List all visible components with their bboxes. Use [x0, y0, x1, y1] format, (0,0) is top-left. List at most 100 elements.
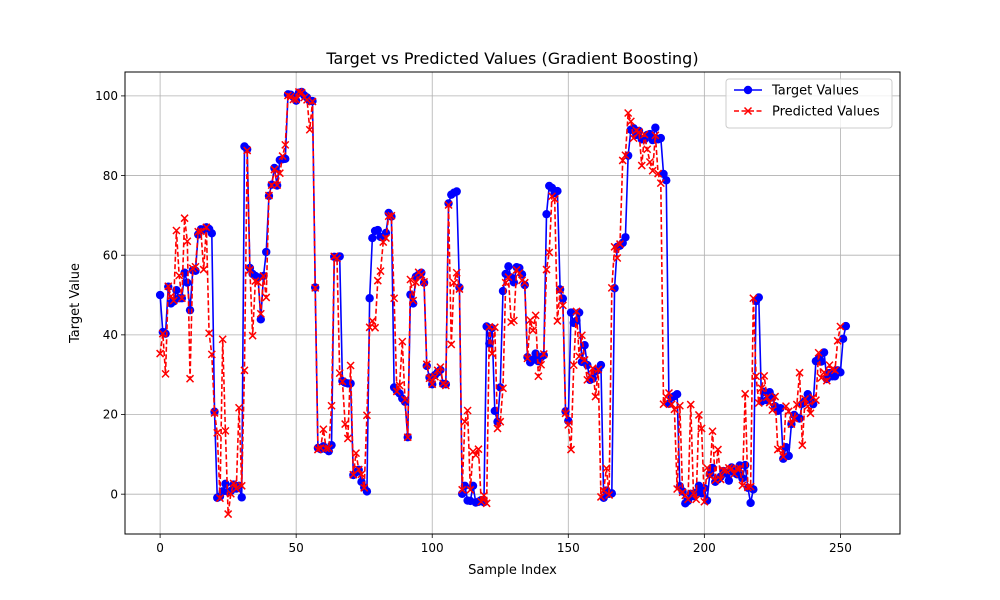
predicted-point	[686, 400, 695, 409]
target-point	[808, 399, 818, 409]
target-point	[417, 268, 426, 277]
predicted-point	[643, 145, 652, 154]
predicted-point	[542, 265, 551, 274]
target-point	[520, 280, 529, 290]
predicted-point	[202, 223, 211, 232]
series-layer	[155, 87, 851, 519]
predicted-point	[338, 377, 347, 386]
predicted-point	[156, 349, 165, 358]
predicted-point	[256, 309, 265, 318]
predicted-point	[221, 426, 230, 435]
predicted-point	[741, 389, 750, 398]
predicted-point	[324, 444, 333, 453]
predicted-point	[607, 283, 616, 292]
predicted-point	[270, 165, 279, 174]
legend-swatch-marker	[743, 85, 753, 95]
predicted-point	[675, 401, 684, 410]
predicted-point	[545, 248, 554, 257]
target-point	[368, 233, 377, 243]
predicted-point	[322, 444, 331, 453]
predicted-point	[180, 214, 189, 223]
predicted-point	[692, 495, 701, 504]
predicted-point	[790, 414, 799, 423]
predicted-point	[243, 146, 252, 155]
predicted-point	[175, 271, 184, 280]
predicted-point	[564, 420, 573, 429]
predicted-point	[420, 277, 429, 286]
predicted-point	[210, 408, 219, 417]
predicted-point	[186, 374, 195, 383]
predicted-point	[575, 352, 584, 361]
target-point	[700, 484, 709, 493]
predicted-point	[449, 278, 459, 287]
predicted-point	[387, 211, 396, 220]
target-point	[400, 397, 410, 406]
predicted-point	[305, 125, 314, 134]
predicted-point	[811, 396, 820, 405]
predicted-point	[452, 268, 461, 277]
predicted-point	[490, 323, 499, 332]
predicted-point	[376, 267, 385, 276]
predicted-point	[803, 402, 812, 411]
predicted-point	[194, 227, 203, 236]
predicted-point	[504, 273, 513, 282]
predicted-point	[673, 484, 682, 494]
predicted-point	[822, 376, 831, 385]
chart-title: Target vs Predicted Values (Gradient Boo…	[325, 49, 698, 68]
predicted-point	[425, 374, 434, 383]
predicted-point	[474, 445, 483, 454]
predicted-point	[651, 131, 660, 140]
predicted-point	[798, 441, 807, 450]
predicted-point	[806, 409, 815, 418]
predicted-point	[343, 434, 352, 443]
predicted-point	[836, 322, 845, 331]
predicted-point	[556, 285, 565, 294]
predicted-point	[191, 262, 200, 271]
target-point	[504, 262, 513, 271]
predicted-point	[158, 329, 167, 338]
predicted-point	[341, 420, 350, 429]
predicted-point	[624, 108, 633, 118]
predicted-point	[254, 278, 263, 287]
target-point	[207, 229, 217, 238]
predicted-point	[488, 349, 497, 358]
predicted-point	[697, 424, 706, 433]
target-point	[634, 126, 644, 136]
predicted-point	[466, 485, 475, 494]
target-point	[444, 199, 453, 208]
predicted-point	[278, 152, 287, 161]
predicted-point	[637, 161, 646, 170]
predicted-point	[577, 331, 586, 340]
predicted-point	[351, 449, 361, 458]
predicted-point	[732, 464, 742, 473]
predicted-point	[422, 360, 431, 369]
predicted-point	[169, 296, 178, 305]
predicted-point	[264, 191, 273, 200]
predicted-point	[400, 395, 410, 404]
predicted-point	[814, 348, 823, 357]
predicted-point	[566, 445, 576, 454]
predicted-point	[354, 465, 363, 474]
legend-label-predicted: Predicted Values	[772, 105, 880, 120]
predicted-point	[749, 294, 758, 303]
target-point	[672, 390, 682, 399]
predicted-point	[602, 464, 611, 473]
predicted-point	[403, 433, 412, 442]
predicted-point	[640, 130, 649, 139]
predicted-point	[743, 483, 752, 492]
target-point	[161, 329, 170, 338]
predicted-point	[411, 278, 420, 287]
predicted-point	[384, 212, 393, 221]
predicted-point	[615, 240, 625, 249]
predicted-point	[781, 402, 791, 411]
target-point	[210, 407, 219, 416]
predicted-point	[245, 265, 254, 274]
predicted-point	[164, 282, 173, 291]
target-point	[365, 294, 374, 303]
predicted-point	[477, 497, 486, 506]
predicted-point	[760, 371, 769, 380]
axis-ticks: 0 50 100 150 200 250 0 20 40 60 80 100	[95, 89, 852, 555]
predicted-point	[586, 371, 595, 380]
predicted-point	[395, 381, 404, 390]
predicted-point	[550, 195, 559, 204]
